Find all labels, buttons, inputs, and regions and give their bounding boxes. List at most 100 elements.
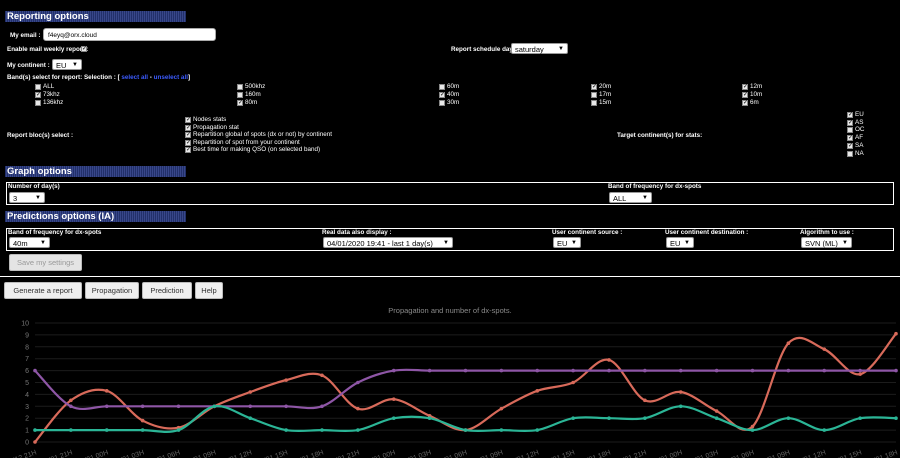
data-point [140,428,145,432]
propagation-button[interactable]: Propagation [85,282,139,299]
x-tick-label: 03/01 00H [77,449,110,458]
generate-report-button[interactable]: Generate a report [4,282,82,299]
x-tick-label: 04/01 12H [507,449,540,458]
continent-checkbox[interactable] [847,150,853,157]
chart-title: Propagation and number of dx-spots. [388,306,511,315]
real-data-select[interactable]: 04/01/2020 19:41 - last 1 day(s) ▼ [323,237,453,248]
report-bloc-checkbox[interactable]: ✓ [185,139,192,146]
band-checkbox[interactable] [439,100,445,106]
continent-destination-select[interactable]: EU ▼ [666,237,694,248]
email-field[interactable]: f4eyq@orx.cloud [43,28,216,41]
continent-checkbox[interactable]: ✓ [847,119,854,126]
band-checkbox-label: ALL [43,83,55,90]
continent-checkbox-label: AS [855,118,864,126]
band-checkbox[interactable] [35,100,41,106]
data-point [33,368,37,373]
report-blocs-label: Report bloc(s) select : [7,132,74,139]
report-bloc-checkbox[interactable]: ✓ [185,132,192,138]
days-select[interactable]: 3 ▼ [9,192,45,203]
y-tick-label: 3 [25,404,29,411]
data-point [643,368,647,373]
bands-separator: - [148,74,154,81]
chevron-down-icon: ▼ [72,62,78,68]
band-checkbox[interactable]: ✓ [742,84,749,90]
band-checkbox[interactable] [591,92,597,98]
data-point [535,389,540,393]
continent-value: EU [56,61,67,70]
data-point [571,416,575,420]
continent-label: My continent : [7,62,50,69]
help-button[interactable]: Help [195,282,223,299]
data-point [284,428,288,432]
data-point [140,418,145,423]
data-point [750,368,755,373]
data-point [714,409,719,413]
x-tick-label: 04/01 06H [435,449,468,458]
continent-select[interactable]: EU ▼ [52,59,82,70]
series-line [34,368,896,411]
continent-checkbox[interactable]: ✓ [847,142,854,149]
schedule-day-select[interactable]: saturday ▼ [511,43,568,54]
band-checkbox[interactable]: ✓ [742,100,749,106]
report-bloc-label: Nodes stats [193,116,227,123]
continent-checkbox[interactable] [847,127,853,134]
x-tick-label: 04/01 03H [400,449,433,458]
data-point [571,368,575,373]
band-checkbox[interactable] [591,100,597,106]
data-point [499,428,504,432]
band-checkbox[interactable]: ✓ [591,84,598,90]
data-point [499,368,504,373]
y-tick-label: 0 [25,440,29,447]
save-settings-button[interactable]: Save my settings [9,254,82,271]
data-point [248,416,253,420]
bands-label-text: Band(s) select for report: Selection : [ [7,74,120,81]
graph-band-select[interactable]: ALL ▼ [609,192,652,203]
data-point [786,368,791,373]
band-checkbox[interactable]: ✓ [237,100,244,106]
data-point [356,406,360,411]
y-tick-label: 10 [21,321,29,328]
band-checkbox[interactable]: ✓ [742,92,749,98]
algorithm-select[interactable]: SVN (ML) ▼ [801,237,852,248]
data-point [535,368,540,373]
data-point [786,416,791,420]
continent-destination-value: EU [670,239,681,248]
report-bloc-label: Repartition global of spots (dx or not) … [193,131,332,138]
band-checkbox-label: 136khz [43,99,64,106]
graph-band-value: ALL [613,194,627,203]
data-point [356,380,360,385]
select-all-link[interactable]: select all [121,74,149,81]
report-bloc-checkbox[interactable]: ✓ [185,117,192,123]
pred-band-select[interactable]: 40m ▼ [9,237,50,248]
continent-source-select[interactable]: EU ▼ [553,237,581,248]
band-checkbox-label: 60m [447,83,460,90]
unselect-all-link[interactable]: unselect all [153,74,188,81]
band-checkbox[interactable] [35,84,41,90]
x-tick-label: 04/01 09H [471,449,504,458]
data-point [822,368,827,373]
data-point [822,347,827,351]
band-checkbox[interactable]: ✓ [35,92,42,98]
y-tick-label: 5 [25,380,29,387]
chevron-down-icon: ▼ [40,240,46,246]
prediction-button[interactable]: Prediction [142,282,192,299]
chevron-down-icon: ▼ [443,240,449,246]
band-checkbox[interactable] [439,84,445,90]
data-point [894,331,898,336]
continent-checkbox[interactable]: ✓ [847,135,854,142]
days-value: 3 [13,194,18,203]
chevron-down-icon: ▼ [684,240,690,246]
mail-weekly-checkbox[interactable]: ✓ [81,46,88,52]
data-point [894,368,898,373]
continent-checkbox[interactable]: ✓ [847,112,854,118]
band-checkbox[interactable] [237,84,243,90]
report-bloc-checkbox[interactable]: ✓ [185,124,192,131]
data-point [284,378,288,382]
x-tick-label: 04/01 15H [543,449,576,458]
band-checkbox[interactable]: ✓ [439,92,446,98]
report-bloc-checkbox[interactable]: ✓ [185,147,192,153]
data-point [678,404,683,409]
x-tick-label: 03/01 12H [220,449,253,458]
data-point [714,368,719,373]
band-checkbox[interactable] [237,92,243,98]
